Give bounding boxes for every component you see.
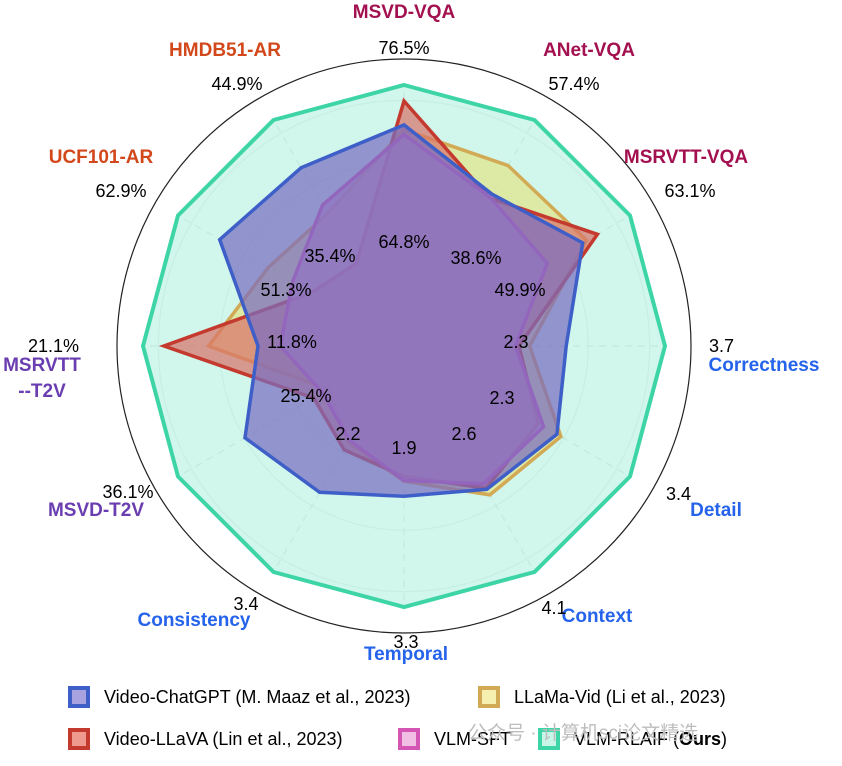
- legend-label-suffix: ): [721, 728, 728, 749]
- axis-scale-label-5: 4.1: [541, 598, 566, 618]
- inner-value-label-11: 35.4%: [304, 246, 355, 266]
- legend-swatch-video-chatgpt: [68, 686, 90, 708]
- axis-name-part: MSRVTT: [3, 355, 81, 376]
- chart-labels: MSVD-VQA 76.5% ANet-VQA 57.4% MSRVTT-VQA 63.1…: [3, 2, 819, 665]
- legend-item-vlm-sft: VLM-SFT: [398, 728, 511, 750]
- legend-item-video-llava: Video-LLaVA (Lin et al., 2023): [68, 728, 343, 750]
- inner-value-label-1: 38.6%: [450, 248, 501, 268]
- axis-scale-label-6: 3.3: [393, 632, 418, 652]
- axis-name-4: Detail: [690, 500, 742, 521]
- axis-name-1: ANet-VQA: [543, 40, 635, 61]
- legend-swatch-video-llava: [68, 728, 90, 750]
- inner-value-label-3: 2.3: [503, 332, 528, 352]
- legend-item-vlm-rlaif: VLM-RLAIF (Ours): [538, 728, 727, 750]
- axis-scale-label-11: 44.9%: [211, 74, 262, 94]
- axis-name-2: MSRVTT-VQA: [624, 147, 748, 168]
- axis-name-0: MSVD-VQA: [353, 2, 456, 23]
- inner-value-label-4: 2.3: [489, 388, 514, 408]
- legend-label-prefix: VLM-RLAIF (: [574, 728, 680, 749]
- axis-name-3: Correctness: [709, 355, 820, 376]
- legend-item-video-chatgpt: Video-ChatGPT (M. Maaz et al., 2023): [68, 686, 410, 708]
- axis-scale-label-7: 3.4: [233, 594, 258, 614]
- inner-value-label-2: 49.9%: [494, 280, 545, 300]
- legend-label: Video-ChatGPT (M. Maaz et al., 2023): [104, 686, 411, 707]
- inner-value-label-7: 2.2: [335, 424, 360, 444]
- axis-scale-label-3: 3.7: [709, 336, 734, 356]
- legend-swatch-vlm-sft: [398, 728, 420, 750]
- axis-name-11: HMDB51-AR: [169, 40, 281, 61]
- legend-item-llama-vid: LLaMa-Vid (Li et al., 2023): [478, 686, 726, 708]
- axis-scale-label-2: 63.1%: [664, 181, 715, 201]
- chart-series: [140, 82, 668, 610]
- inner-value-label-6: 1.9: [391, 438, 416, 458]
- axis-scale-label-0: 76.5%: [378, 38, 429, 58]
- axis-name-10: UCF101-AR: [49, 147, 154, 168]
- axis-name-5: Context: [562, 606, 633, 627]
- axis-scale-label-4: 3.4: [666, 484, 691, 504]
- inner-value-label-0: 64.8%: [378, 232, 429, 252]
- legend-label: VLM-SFT: [434, 728, 512, 749]
- axis-scale-label-1: 57.4%: [548, 74, 599, 94]
- inner-value-label-9: 11.8%: [267, 332, 317, 352]
- axis-scale-label-9: 21.1%: [28, 336, 79, 356]
- axis-name-part: --T2V: [18, 381, 66, 402]
- axis-scale-label-10: 62.9%: [95, 181, 146, 201]
- inner-value-label-5: 2.6: [451, 424, 476, 444]
- axis-scale-label-8: 36.1%: [102, 482, 153, 502]
- legend: Video-ChatGPT (M. Maaz et al., 2023) LLa…: [0, 676, 842, 766]
- series-polygon-4: [217, 122, 585, 499]
- axis-name-9: MSRVTT --T2V: [3, 355, 81, 402]
- axis-name-6: Temporal: [364, 644, 448, 665]
- inner-value-label-10: 51.3%: [260, 280, 311, 300]
- axis-name-8: MSVD-T2V: [48, 500, 144, 521]
- legend-label: LLaMa-Vid (Li et al., 2023): [514, 686, 726, 707]
- legend-label-bold: Ours: [679, 728, 722, 749]
- inner-value-label-8: 25.4%: [280, 386, 331, 406]
- legend-swatch-llama-vid: [478, 686, 500, 708]
- watermark: 公众号 · 计算机sci论文精选: [468, 723, 699, 744]
- axis-name-7: Consistency: [138, 610, 251, 631]
- legend-label: Video-LLaVA (Lin et al., 2023): [104, 728, 343, 749]
- legend-swatch-vlm-rlaif: [538, 728, 560, 750]
